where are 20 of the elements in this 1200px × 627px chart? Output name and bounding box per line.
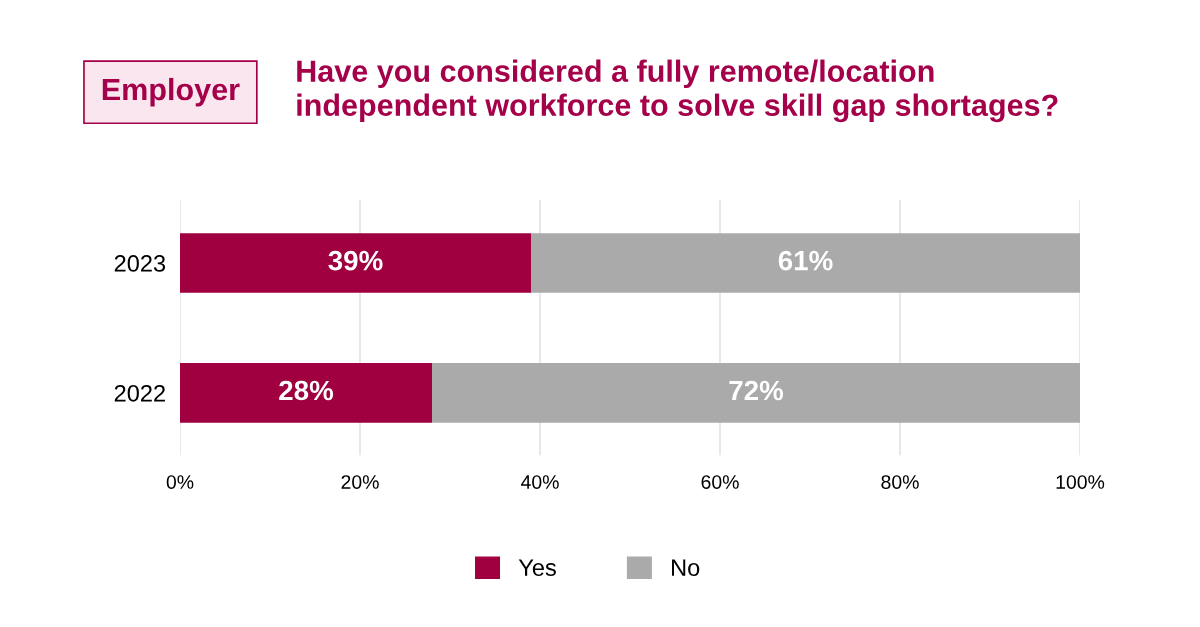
x-tick-label: 40% [520,475,559,489]
chart-title: Have you considered a fully remote/location independent workforce to solve skill gap shortages? [297,59,1058,123]
y-tick-label: 2022 [114,384,165,402]
bar [432,363,1080,423]
x-tick-label: 0% [166,475,194,489]
data-label: 72% [729,380,784,401]
text: Employer [102,77,240,107]
x-tick-label: 80% [881,475,919,489]
bar [531,233,1080,293]
data-label: 28% [279,380,334,401]
x-tick-label: 100% [1056,475,1105,489]
legend-label: No [672,559,700,576]
y-tick-label: 2023 [114,255,166,272]
x-tick-label: 60% [701,475,739,489]
legend-label: Yes [518,559,556,576]
bar [180,233,531,293]
data-label: 39% [328,250,383,271]
x-tick-label: 20% [341,475,379,489]
bar [180,363,432,423]
data-label: 61% [778,250,833,271]
